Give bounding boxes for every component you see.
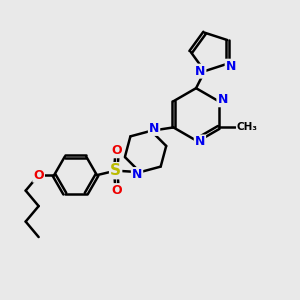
Text: N: N	[132, 168, 142, 181]
Text: N: N	[195, 64, 206, 78]
Text: N: N	[226, 60, 236, 73]
Text: O: O	[33, 169, 44, 182]
Text: N: N	[195, 136, 205, 148]
Text: S: S	[110, 163, 121, 178]
Text: CH₃: CH₃	[237, 122, 258, 132]
Text: N: N	[218, 93, 228, 106]
Text: O: O	[112, 144, 122, 157]
Text: N: N	[149, 122, 159, 135]
Text: O: O	[112, 184, 122, 197]
